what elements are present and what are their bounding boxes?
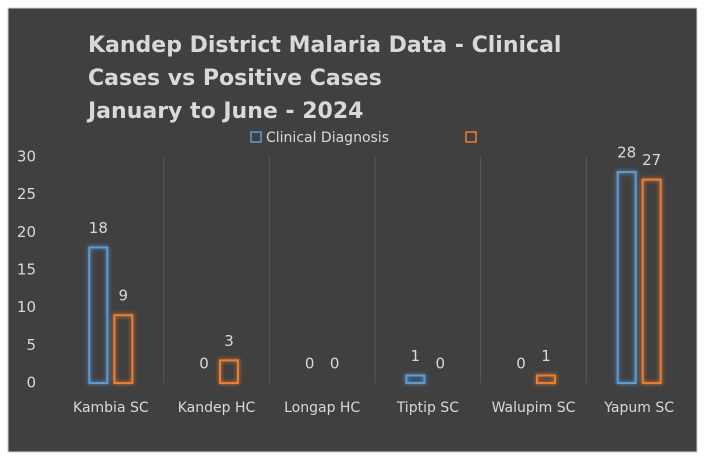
bar xyxy=(113,314,134,385)
chart-title: Cases vs Positive Cases xyxy=(88,66,382,91)
legend-marker xyxy=(465,131,477,143)
data-label: 28 xyxy=(617,144,636,162)
data-label: 1 xyxy=(541,347,551,365)
data-label: 27 xyxy=(642,151,661,169)
data-label: 3 xyxy=(224,332,234,350)
legend-label: Clinical Diagnosis xyxy=(266,130,389,146)
data-label: 18 xyxy=(89,219,108,237)
data-label: 0 xyxy=(516,355,526,373)
data-label: 0 xyxy=(330,355,340,373)
y-tick-label: 10 xyxy=(17,298,36,316)
x-tick-label: Kandep HC xyxy=(178,400,256,416)
x-tick-label: Longap HC xyxy=(284,400,360,416)
chart-background xyxy=(7,7,698,453)
bar xyxy=(536,374,556,385)
bar xyxy=(616,171,637,384)
y-tick-label: 20 xyxy=(17,223,36,241)
y-tick-label: 25 xyxy=(17,185,36,203)
bar xyxy=(641,178,662,384)
chart-title: Kandep District Malaria Data - Clinical xyxy=(88,33,561,58)
data-label: 0 xyxy=(305,355,315,373)
legend-marker xyxy=(250,131,262,143)
bar xyxy=(88,246,109,384)
x-tick-label: Tiptip SC xyxy=(396,400,460,416)
data-label: 0 xyxy=(436,355,446,373)
y-tick-label: 30 xyxy=(17,148,36,166)
y-tick-label: 0 xyxy=(26,374,36,392)
bar xyxy=(405,374,426,385)
data-label: 9 xyxy=(119,287,129,305)
bar xyxy=(219,359,239,384)
data-label: 1 xyxy=(411,347,421,365)
y-tick-label: 5 xyxy=(26,336,36,354)
data-label: 0 xyxy=(199,355,209,373)
x-tick-label: Yapum SC xyxy=(603,400,674,416)
y-tick-label: 15 xyxy=(17,261,36,279)
x-tick-label: Kambia SC xyxy=(73,400,149,416)
chart-title: January to June - 2024 xyxy=(86,99,363,124)
x-tick-label: Walupim SC xyxy=(492,400,576,416)
